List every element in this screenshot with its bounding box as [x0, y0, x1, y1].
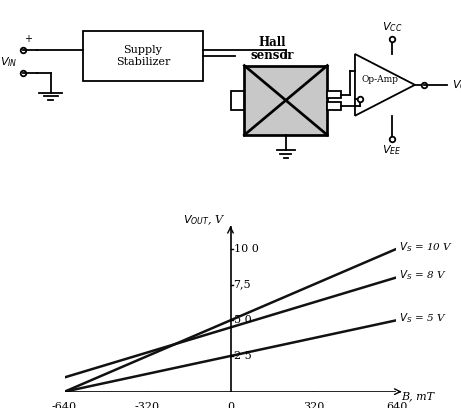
Text: $V_{IN}$: $V_{IN}$ [0, 55, 18, 69]
Text: B, mT: B, mT [402, 391, 435, 401]
Text: 7,5: 7,5 [234, 279, 251, 290]
Text: +: + [24, 33, 32, 44]
Text: $V_{OUT}$, V: $V_{OUT}$, V [183, 213, 225, 227]
Text: sensor: sensor [250, 49, 294, 62]
Polygon shape [355, 54, 415, 116]
Bar [327, 91, 341, 98]
Text: 2 5: 2 5 [234, 351, 251, 361]
Text: $V_{CC}$: $V_{CC}$ [382, 20, 402, 34]
Text: $V_{OUT}$: $V_{OUT}$ [452, 78, 461, 92]
Bar [244, 66, 327, 135]
Text: 320: 320 [303, 401, 324, 408]
Text: 0: 0 [227, 401, 234, 408]
Text: -320: -320 [135, 401, 160, 408]
Bar [83, 31, 203, 81]
Text: $V_S$ = 8 V: $V_S$ = 8 V [398, 268, 446, 282]
Text: Supply: Supply [124, 45, 162, 55]
Text: -640: -640 [52, 401, 77, 408]
Text: Hall: Hall [258, 36, 286, 49]
Text: 640: 640 [386, 401, 407, 408]
Text: 5 0: 5 0 [234, 315, 251, 325]
Text: 10 0: 10 0 [234, 244, 259, 254]
Text: $V_S$ = 10 V: $V_S$ = 10 V [398, 240, 453, 254]
Text: $V_S$ = 5 V: $V_S$ = 5 V [398, 311, 446, 325]
Text: $V_{EE}$: $V_{EE}$ [382, 144, 402, 157]
Bar [230, 91, 244, 110]
Text: Op-Amp: Op-Amp [362, 75, 399, 84]
Bar [327, 102, 341, 110]
Text: Stabilizer: Stabilizer [116, 57, 170, 67]
